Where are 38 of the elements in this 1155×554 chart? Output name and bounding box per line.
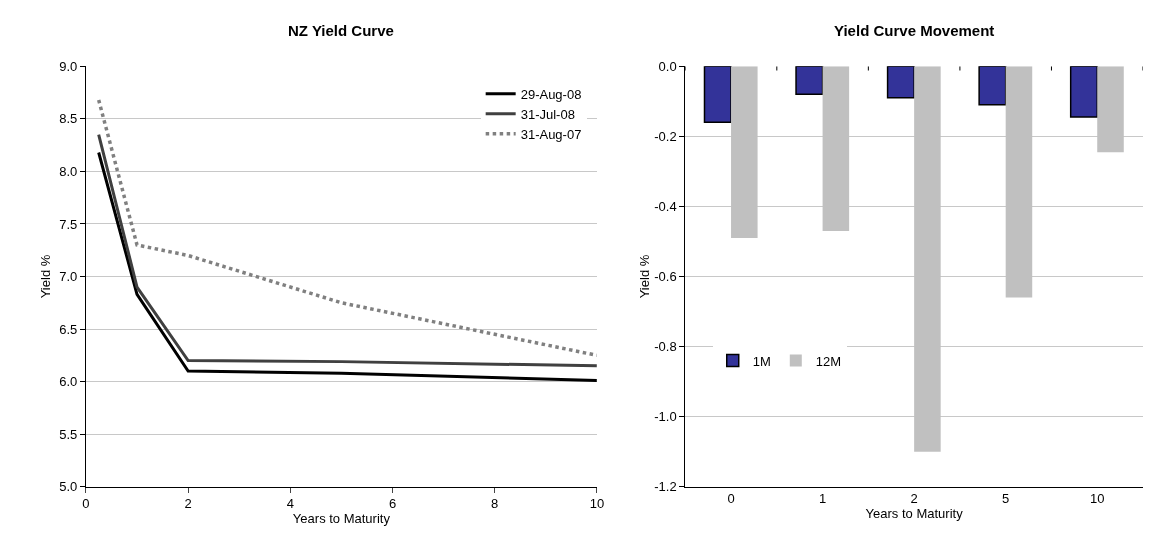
y-axis-title: Yield % (37, 254, 53, 299)
y-tick-label: 6.5 (59, 321, 78, 337)
y-axis-title: Yield % (637, 254, 653, 299)
x-tick-label: 10 (589, 496, 605, 512)
x-axis-title: Years to Maturity (292, 511, 391, 527)
legend-label: 31-Aug-07 (520, 126, 582, 142)
x-tick-label: 0 (82, 496, 90, 512)
x-tick-label: 5 (1002, 491, 1010, 507)
y-tick-label: 8.5 (59, 111, 78, 127)
legend-label: 29-Aug-08 (520, 86, 582, 102)
x-tick-label: 1 (818, 491, 827, 507)
x-tick-label: 0 (727, 491, 735, 507)
y-tick-label: 6.0 (59, 374, 78, 390)
x-tick-label: 2 (910, 491, 918, 507)
y-tick-label: -0.4 (654, 198, 677, 214)
chart-title: Yield Curve Movement (834, 22, 995, 39)
y-tick-label: 9.0 (59, 58, 78, 74)
y-tick-label: -0.2 (654, 128, 677, 144)
y-tick-label: 0.0 (658, 58, 677, 74)
y-tick-label: -0.6 (654, 269, 677, 285)
legend-label: 31-Jul-08 (520, 106, 575, 122)
x-tick-label: 8 (491, 496, 499, 512)
x-axis-title: Years to Maturity (865, 506, 964, 522)
y-tick-label: 5.5 (59, 426, 78, 442)
legend-label: 1M (752, 353, 771, 369)
y-tick-label: 7.0 (59, 269, 78, 285)
y-tick-label: 7.5 (59, 216, 78, 232)
y-tick-label: 5.0 (59, 479, 78, 495)
y-tick-label: 8.0 (59, 163, 78, 179)
x-tick-label: 10 (1089, 491, 1105, 507)
y-tick-label: -0.8 (654, 339, 677, 355)
x-tick-label: 4 (286, 496, 294, 512)
legend-label: 12M (815, 353, 842, 369)
y-tick-label: -1.0 (654, 409, 677, 425)
y-tick-label: -1.2 (654, 479, 677, 495)
chart-title: NZ Yield Curve (288, 22, 394, 39)
x-tick-label: 6 (388, 496, 397, 512)
x-tick-label: 2 (184, 496, 192, 512)
